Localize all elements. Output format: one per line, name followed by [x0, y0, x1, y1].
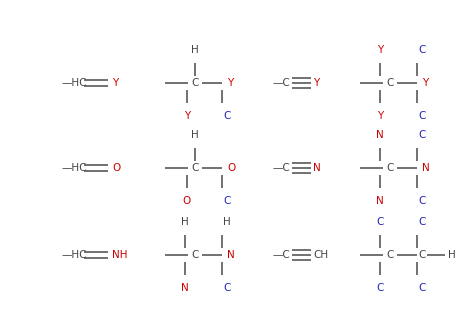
Text: —C: —C	[273, 78, 291, 88]
Text: —HC: —HC	[62, 163, 88, 173]
Text: C: C	[386, 250, 394, 260]
Text: —HC: —HC	[62, 250, 88, 260]
Text: C: C	[376, 217, 383, 227]
Text: H: H	[223, 217, 231, 227]
Text: C: C	[386, 163, 394, 173]
Text: Y: Y	[377, 45, 383, 55]
Text: C: C	[223, 196, 231, 206]
Text: C: C	[419, 45, 426, 55]
Text: C: C	[419, 217, 426, 227]
Text: —C: —C	[273, 250, 291, 260]
Text: Y: Y	[422, 78, 428, 88]
Text: C: C	[223, 283, 231, 293]
Text: O: O	[183, 196, 191, 206]
Text: N: N	[313, 163, 321, 173]
Text: H: H	[191, 130, 199, 140]
Text: CH: CH	[313, 250, 328, 260]
Text: C: C	[419, 111, 426, 121]
Text: —C: —C	[273, 163, 291, 173]
Text: C: C	[191, 163, 199, 173]
Text: O: O	[112, 163, 120, 173]
Text: C: C	[419, 283, 426, 293]
Text: C: C	[191, 250, 199, 260]
Text: C: C	[376, 283, 383, 293]
Text: C: C	[223, 111, 231, 121]
Text: H: H	[181, 217, 189, 227]
Text: Y: Y	[313, 78, 319, 88]
Text: C: C	[419, 196, 426, 206]
Text: C: C	[386, 78, 394, 88]
Text: Y: Y	[184, 111, 190, 121]
Text: C: C	[419, 250, 426, 260]
Text: —HC: —HC	[62, 78, 88, 88]
Text: C: C	[191, 78, 199, 88]
Text: H: H	[191, 45, 199, 55]
Text: NH: NH	[112, 250, 128, 260]
Text: N: N	[422, 163, 430, 173]
Text: H: H	[448, 250, 456, 260]
Text: O: O	[227, 163, 235, 173]
Text: N: N	[376, 130, 384, 140]
Text: Y: Y	[227, 78, 233, 88]
Text: Y: Y	[377, 111, 383, 121]
Text: N: N	[376, 196, 384, 206]
Text: C: C	[419, 130, 426, 140]
Text: Y: Y	[112, 78, 118, 88]
Text: N: N	[227, 250, 235, 260]
Text: N: N	[181, 283, 189, 293]
